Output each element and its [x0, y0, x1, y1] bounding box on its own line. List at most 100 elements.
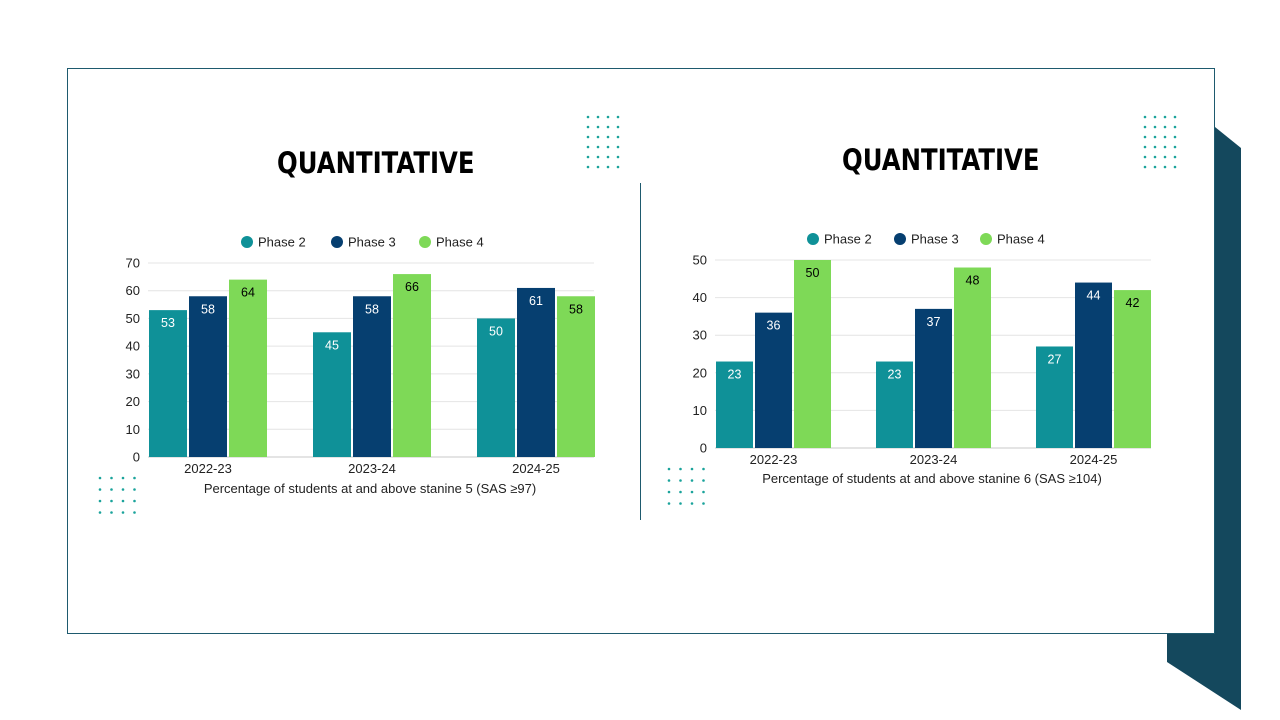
decoration-dot [616, 125, 620, 129]
decoration-dot [1173, 125, 1177, 129]
decoration-dot [1153, 145, 1157, 149]
decoration-dot [586, 115, 590, 119]
decoration-dot [110, 488, 113, 491]
decoration-dot [702, 490, 705, 494]
decoration-dot [1143, 135, 1147, 139]
x-tick-label: 2023-24 [910, 452, 958, 467]
decoration-dot [586, 165, 590, 169]
x-axis-title: Percentage of students at and above stan… [204, 481, 536, 496]
data-label: 58 [201, 302, 215, 316]
decoration-dot [121, 511, 125, 514]
y-tick-label: 20 [126, 394, 140, 409]
legend-marker [241, 236, 253, 248]
bar-phase-3 [1075, 282, 1112, 448]
data-label: 44 [1087, 289, 1101, 303]
data-label: 53 [161, 316, 175, 330]
decoration-dot [1173, 145, 1177, 149]
bar-phase-2 [1036, 346, 1073, 448]
decoration-dot [690, 502, 694, 505]
decoration-dot [98, 499, 102, 503]
decoration-dot [690, 479, 694, 482]
decoration-dot [596, 125, 600, 129]
decoration-dot [667, 502, 671, 505]
decoration-dot [667, 467, 671, 471]
decoration-dot [702, 479, 705, 482]
dot-grid-decoration [1143, 115, 1177, 169]
decoration-dot [110, 511, 113, 514]
data-label: 66 [405, 280, 419, 294]
y-tick-label: 30 [693, 328, 707, 343]
legend-label: Phase 4 [436, 235, 484, 250]
decoration-dot [1163, 125, 1167, 129]
y-tick-label: 0 [700, 441, 707, 456]
decoration-dot [133, 476, 136, 480]
decoration-dot [596, 165, 600, 169]
bar-phase-4 [557, 296, 595, 457]
bar-phase-2 [477, 318, 515, 457]
bar-phase-3 [517, 287, 555, 457]
y-tick-label: 30 [126, 366, 140, 381]
legend-marker [331, 236, 343, 248]
decoration-dot [679, 467, 682, 471]
decoration-dot [1163, 155, 1167, 159]
legend-label: Phase 3 [348, 235, 396, 250]
decoration-dot [121, 476, 125, 480]
y-tick-label: 40 [693, 290, 707, 305]
decoration-dot [679, 479, 682, 482]
decoration-dot [586, 125, 590, 129]
decoration-dot [1153, 115, 1157, 119]
decoration-dot [702, 502, 705, 505]
legend-label: Phase 4 [997, 232, 1045, 247]
x-axis-title: Percentage of students at and above stan… [762, 471, 1102, 486]
decoration-dot [1173, 115, 1177, 119]
legend-marker [894, 233, 906, 245]
chart-title-left: QUANTITATIVE [277, 146, 475, 180]
y-tick-label: 70 [126, 256, 140, 271]
decoration-dot [110, 499, 113, 503]
decoration-dot [606, 155, 610, 159]
data-label: 61 [529, 294, 543, 308]
chart-title-right: QUANTITATIVE [842, 143, 1040, 177]
data-label: 45 [325, 338, 339, 352]
decoration-dot [667, 479, 671, 482]
bar-phase-3 [353, 296, 391, 457]
y-tick-label: 60 [126, 283, 140, 298]
decoration-dot [1163, 115, 1167, 119]
x-tick-label: 2023-24 [348, 461, 396, 476]
data-label: 36 [767, 319, 781, 333]
decoration-dot [1143, 125, 1147, 129]
decoration-dot [586, 135, 590, 139]
bar-phase-4 [954, 267, 991, 448]
decoration-dot [1163, 135, 1167, 139]
decoration-dot [616, 165, 620, 169]
x-tick-label: 2024-25 [1070, 452, 1118, 467]
decoration-dot [133, 499, 136, 503]
decoration-dot [1163, 145, 1167, 149]
y-tick-label: 40 [126, 339, 140, 354]
decoration-dot [121, 499, 125, 503]
y-tick-label: 0 [133, 450, 140, 465]
y-tick-label: 50 [126, 311, 140, 326]
decoration-dot [1173, 135, 1177, 139]
bar-phase-2 [313, 332, 351, 457]
bar-phase-3 [915, 308, 952, 448]
bar-phase-2 [876, 361, 913, 448]
x-tick-label: 2024-25 [512, 461, 560, 476]
dot-grid-decoration [586, 115, 620, 169]
y-tick-label: 10 [693, 403, 707, 418]
data-label: 23 [888, 368, 902, 382]
bar-phase-4 [1114, 290, 1151, 448]
decoration-dot [596, 145, 600, 149]
decoration-dot [679, 502, 682, 505]
bar-phase-2 [716, 361, 753, 448]
data-label: 48 [966, 274, 980, 288]
legend-marker [980, 233, 992, 245]
data-label: 42 [1126, 296, 1140, 310]
decoration-dot [1153, 155, 1157, 159]
data-label: 50 [806, 266, 820, 280]
decoration-dot [1143, 155, 1147, 159]
decoration-dot [616, 155, 620, 159]
decoration-dot [606, 125, 610, 129]
decoration-dot [679, 490, 682, 494]
